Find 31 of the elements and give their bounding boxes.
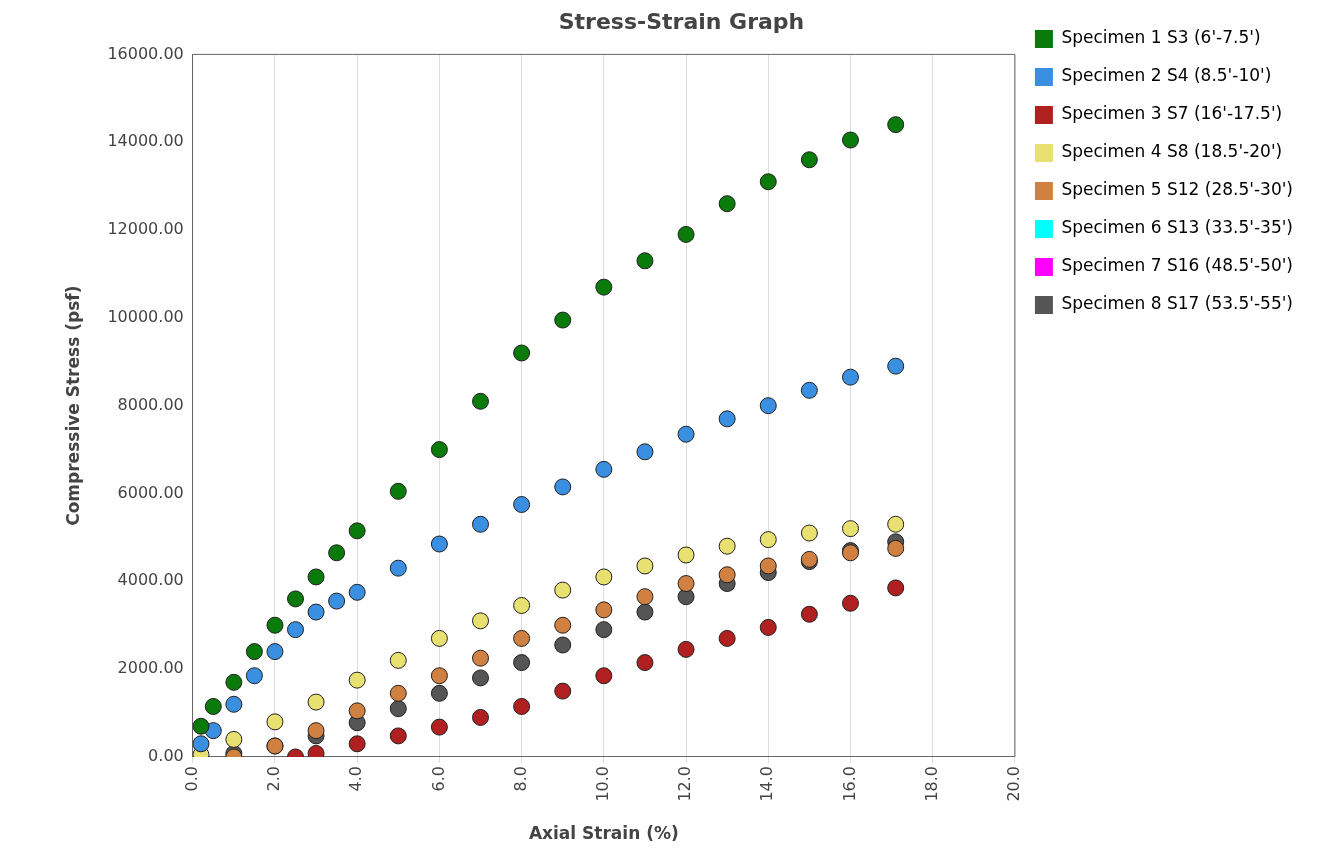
x-tick-label: 12.0 — [675, 765, 695, 802]
y-axis-title: Compressive Stress (psf) — [62, 285, 83, 526]
x-tick-label: 14.0 — [757, 765, 777, 802]
x-tick-label: 20.0 — [1004, 765, 1024, 802]
y-tick-label: 0.00 — [148, 746, 184, 766]
y-tick-label: 10000.00 — [107, 307, 184, 327]
legend-label: Specimen 1 S3 (6'-7.5') — [1061, 27, 1261, 48]
y-tick-label: 16000.00 — [107, 43, 184, 63]
y-tick-label: 2000.00 — [117, 658, 184, 678]
x-tick-label: 2.0 — [264, 765, 284, 792]
chart-title: Stress-Strain Graph — [558, 8, 805, 34]
y-tick-label: 6000.00 — [117, 482, 184, 502]
legend-label: Specimen 5 S12 (28.5'-30') — [1061, 179, 1294, 200]
y-tick-label: 4000.00 — [117, 570, 184, 590]
legend-label: Specimen 4 S8 (18.5'-20') — [1061, 141, 1283, 162]
legend-label: Specimen 8 S17 (53.5'-55') — [1061, 293, 1294, 314]
x-tick-label: 0.0 — [181, 765, 201, 792]
x-tick-label: 4.0 — [346, 765, 366, 792]
x-tick-label: 18.0 — [921, 765, 941, 802]
legend-label: Specimen 3 S7 (16'-17.5') — [1061, 103, 1283, 124]
y-tick-label: 14000.00 — [107, 131, 184, 151]
x-tick-label: 16.0 — [839, 765, 859, 802]
legend-label: Specimen 2 S4 (8.5'-10') — [1061, 65, 1272, 86]
x-tick-label: 6.0 — [428, 765, 448, 792]
x-axis-title: Axial Strain (%) — [528, 823, 679, 844]
x-tick-label: 8.0 — [510, 765, 530, 792]
x-tick-label: 10.0 — [592, 765, 612, 802]
legend-label: Specimen 6 S13 (33.5'-35') — [1061, 217, 1294, 238]
legend-label: Specimen 7 S16 (48.5'-50') — [1061, 255, 1294, 276]
y-tick-label: 12000.00 — [107, 219, 184, 239]
y-tick-label: 8000.00 — [117, 394, 184, 414]
